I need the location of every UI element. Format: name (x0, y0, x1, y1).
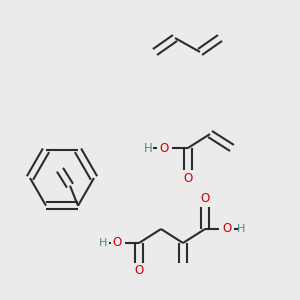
Text: O: O (112, 236, 122, 250)
Text: H: H (237, 224, 245, 234)
Text: O: O (159, 142, 169, 154)
Text: H: H (99, 238, 107, 248)
Text: O: O (183, 172, 193, 184)
Text: H: H (144, 142, 152, 154)
Text: O: O (222, 223, 232, 236)
Text: O: O (134, 265, 144, 278)
Text: O: O (200, 193, 210, 206)
